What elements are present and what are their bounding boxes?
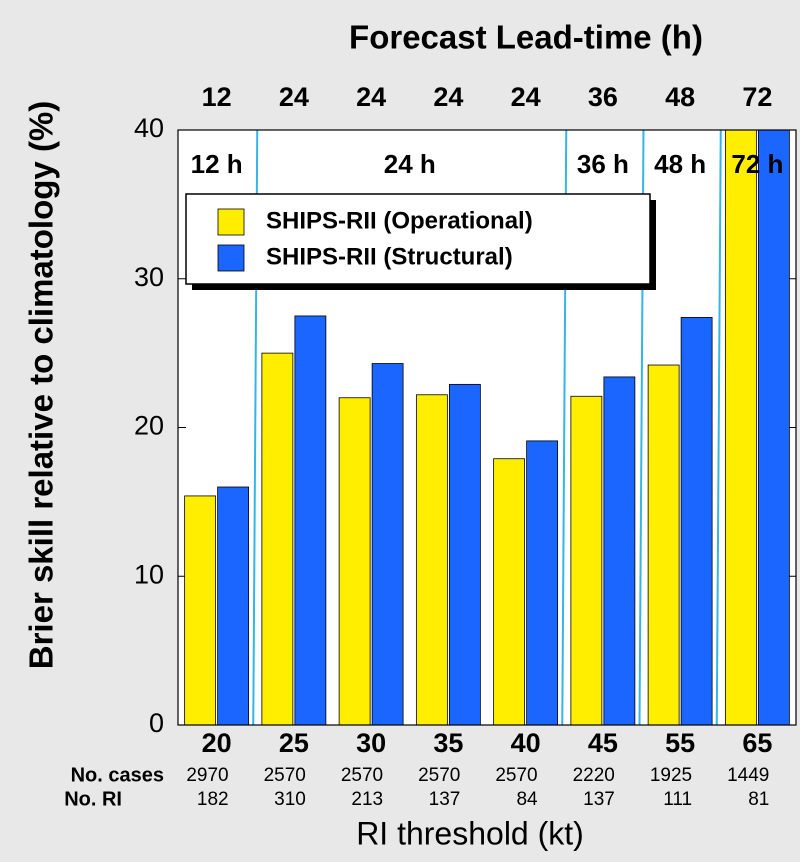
bar — [680, 317, 713, 726]
bar — [261, 352, 294, 726]
table-cell: 81 — [748, 789, 769, 810]
bar — [526, 440, 559, 726]
legend-swatch — [217, 208, 245, 236]
table-cell: 2570 — [495, 765, 537, 786]
legend-label: SHIPS-RII (Structural) — [266, 243, 513, 270]
y-tick-label: 0 — [149, 708, 164, 738]
x-tick-label: 40 — [511, 728, 541, 758]
table-cell: 2570 — [341, 765, 383, 786]
lead-time-annotation: 48 h — [654, 149, 706, 179]
lead-time-annotation: 36 h — [577, 149, 629, 179]
lead-time-label: 24 — [356, 82, 386, 112]
table-cell: 310 — [274, 789, 306, 810]
bar — [603, 376, 636, 726]
bar — [570, 395, 603, 726]
table-cell: 1925 — [650, 765, 692, 786]
lead-time-label: 72 — [742, 82, 772, 112]
x-tick-label: 55 — [665, 728, 695, 758]
y-tick-label: 40 — [134, 113, 164, 143]
bar — [294, 315, 327, 726]
lead-time-label: 24 — [511, 82, 541, 112]
bar — [493, 458, 526, 726]
bar — [757, 129, 790, 726]
table-cell: 213 — [351, 789, 383, 810]
legend-box — [185, 193, 651, 285]
bar — [338, 397, 371, 726]
bar — [217, 486, 250, 726]
table-cell: 137 — [583, 789, 615, 810]
x-tick-label: 25 — [279, 728, 309, 758]
plot-frame — [177, 129, 797, 726]
table-cell: 137 — [429, 789, 461, 810]
x-axis-label: RI threshold (kt) — [356, 815, 584, 851]
bar — [184, 495, 217, 726]
table-cell: 84 — [516, 789, 538, 810]
y-tick-label: 30 — [134, 262, 164, 292]
x-tick-label: 65 — [742, 728, 772, 758]
lead-time-label: 12 — [202, 82, 232, 112]
table-cell: 1449 — [727, 765, 769, 786]
table-cell: 182 — [197, 789, 229, 810]
bar — [724, 129, 757, 726]
x-tick-label: 20 — [202, 728, 232, 758]
x-tick-label: 30 — [356, 728, 386, 758]
lead-time-label: 24 — [433, 82, 463, 112]
bar — [647, 364, 680, 726]
lead-time-annotation: 72 h — [731, 149, 783, 179]
y-axis-label: Brier skill relative to climatology (%) — [23, 101, 60, 670]
table-cell: 111 — [663, 789, 692, 810]
x-tick-label: 35 — [433, 728, 463, 758]
bar — [415, 394, 448, 726]
lead-time-annotation: 12 h — [191, 149, 243, 179]
table-cell: 2570 — [264, 765, 306, 786]
table-cell: 2220 — [573, 765, 615, 786]
x-tick-label: 45 — [588, 728, 618, 758]
bar — [371, 363, 404, 726]
lead-time-annotation: 24 h — [384, 149, 436, 179]
chart-title: Forecast Lead-time (h) — [349, 19, 703, 56]
table-cell: 2570 — [418, 765, 460, 786]
bar — [448, 383, 481, 726]
table-row-label: No. cases — [71, 764, 164, 786]
table-cell: 2970 — [186, 765, 228, 786]
lead-time-label: 24 — [279, 82, 309, 112]
lead-time-label: 48 — [665, 82, 695, 112]
table-row-label: No. RI — [64, 788, 122, 810]
legend-swatch — [217, 244, 245, 272]
lead-time-label: 36 — [588, 82, 618, 112]
legend-label: SHIPS-RII (Operational) — [266, 207, 533, 234]
group-separator — [715, 129, 722, 726]
y-tick-label: 20 — [134, 411, 164, 441]
y-tick-label: 10 — [134, 559, 164, 589]
